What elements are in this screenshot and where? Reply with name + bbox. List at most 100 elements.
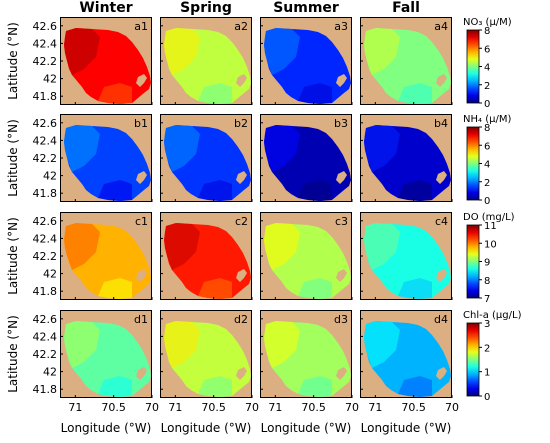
panel-label-d2: d2: [234, 313, 248, 326]
water-shade-south: [98, 278, 132, 299]
y-tick-label: 41.8: [33, 285, 58, 298]
y-tick-label: 42.2: [33, 55, 58, 68]
colorbar-bar: [466, 29, 480, 104]
y-tick-label: 42: [43, 170, 57, 183]
y-tick-label: 42.6: [33, 215, 58, 228]
water-shade-south: [398, 83, 432, 104]
y-axis-label: Latitude (°N): [6, 119, 20, 197]
colorbar-tick-label: 1: [484, 368, 490, 379]
water-shade-south: [98, 376, 132, 397]
colorbar-tick-label: 2: [484, 343, 490, 354]
y-tick-label: 42.4: [33, 232, 58, 245]
colorbar-tick-label: 8: [484, 123, 490, 134]
map-panel-d2: d2 71 70.5 70: [160, 310, 259, 414]
colorbar-tick-label: 10: [484, 239, 497, 250]
cape-landmass: [336, 74, 347, 87]
x-tick-label: 71: [268, 401, 282, 414]
water-shade-south: [198, 376, 232, 397]
panel-label-d1: d1: [134, 313, 148, 326]
map-panel-b3: b3: [260, 114, 353, 202]
panel-label-c1: c1: [135, 215, 148, 228]
map-panel-d3: d3 71 70.5 70: [260, 310, 359, 414]
season-title-winter: Winter: [79, 0, 132, 16]
y-tick-label: 41.8: [33, 90, 58, 103]
colorbar-tick-label: 0: [484, 392, 490, 403]
cape-landmass: [236, 74, 247, 87]
water-shade-coastal: [264, 28, 300, 75]
map-panel-a4: a4: [360, 17, 453, 105]
water-shade-south: [98, 83, 132, 104]
colorbar-tick-label: 8: [484, 26, 490, 37]
water-shade-coastal: [164, 125, 200, 172]
colorbar-tick-label: 0: [484, 99, 490, 110]
map-panel-b4: b4: [360, 114, 453, 202]
panel-label-a4: a4: [434, 20, 448, 33]
map-panel-c4: c4: [360, 212, 453, 300]
colorbar-nh4: NH₄ (μ/M) 0 2 4 6 8: [463, 114, 511, 207]
colorbar-tick-label: 9: [484, 258, 490, 269]
x-tick-label: 71: [368, 401, 382, 414]
map-panel-b1: b1 42.6 42.4 42.2 42 41.8: [33, 114, 153, 202]
y-tick-label: 42.6: [33, 313, 58, 326]
y-tick-label: 42.6: [33, 20, 58, 33]
map-panel-a3: a3: [260, 17, 353, 105]
y-tick-label: 42.4: [33, 134, 58, 147]
cape-landmass: [436, 74, 447, 87]
water-shade-coastal: [164, 321, 200, 368]
y-tick-label: 42: [43, 268, 57, 281]
colorbar-tick-label: 6: [484, 141, 490, 152]
colorbar-bar: [466, 322, 480, 397]
x-axis-label: Longitude (°W): [361, 421, 452, 435]
cape-landmass: [436, 171, 447, 184]
colorbar-tick-label: 7: [484, 294, 490, 305]
cape-landmass: [336, 171, 347, 184]
colorbar-tick-label: 2: [484, 81, 490, 92]
y-tick-label: 41.8: [33, 383, 58, 396]
map-panel-c3: c3: [260, 212, 353, 300]
colorbar-tick-label: 11: [484, 221, 497, 232]
y-tick-label: 42.2: [33, 152, 58, 165]
water-shade-south: [198, 83, 232, 104]
colorbar-bar: [466, 224, 480, 299]
x-axis-label: Longitude (°W): [61, 421, 152, 435]
y-tick-label: 42: [43, 73, 57, 86]
y-tick-label: 42.6: [33, 117, 58, 130]
panel-label-a3: a3: [334, 20, 348, 33]
cape-landmass: [136, 269, 147, 282]
water-shade-coastal: [64, 125, 100, 172]
colorbar-title: NO₃ (μ/M): [463, 17, 512, 28]
water-shade-south: [298, 83, 332, 104]
water-shade-coastal: [64, 28, 100, 75]
water-shade-south: [398, 376, 432, 397]
x-tick-label: 70: [145, 401, 159, 414]
cape-landmass: [136, 171, 147, 184]
y-tick-label: 42.4: [33, 37, 58, 50]
water-shade-coastal: [264, 223, 300, 270]
panel-label-c2: c2: [235, 215, 248, 228]
x-tick-label: 70.5: [401, 401, 426, 414]
x-axis-label: Longitude (°W): [161, 421, 252, 435]
colorbar-tick-label: 8: [484, 276, 490, 287]
season-title-summer: Summer: [273, 0, 339, 16]
panel-label-a1: a1: [134, 20, 148, 33]
map-panel-b2: b2: [160, 114, 253, 202]
x-tick-label: 70: [345, 401, 359, 414]
water-shade-south: [398, 278, 432, 299]
x-tick-label: 71: [168, 401, 182, 414]
water-shade-coastal: [364, 125, 400, 172]
y-tick-label: 41.8: [33, 187, 58, 200]
water-shade-south: [298, 180, 332, 201]
colorbar-bar: [466, 126, 480, 201]
water-shade-south: [398, 180, 432, 201]
panel-label-b3: b3: [334, 117, 348, 130]
water-shade-south: [198, 180, 232, 201]
colorbar-title: DO (mg/L): [463, 212, 515, 223]
panel-label-b4: b4: [434, 117, 448, 130]
water-shade-coastal: [364, 321, 400, 368]
cape-landmass: [136, 367, 147, 380]
y-axis-label: Latitude (°N): [6, 315, 20, 393]
water-shade-south: [298, 278, 332, 299]
colorbar-no3: NO₃ (μ/M) 0 2 4 6 8: [463, 17, 512, 110]
